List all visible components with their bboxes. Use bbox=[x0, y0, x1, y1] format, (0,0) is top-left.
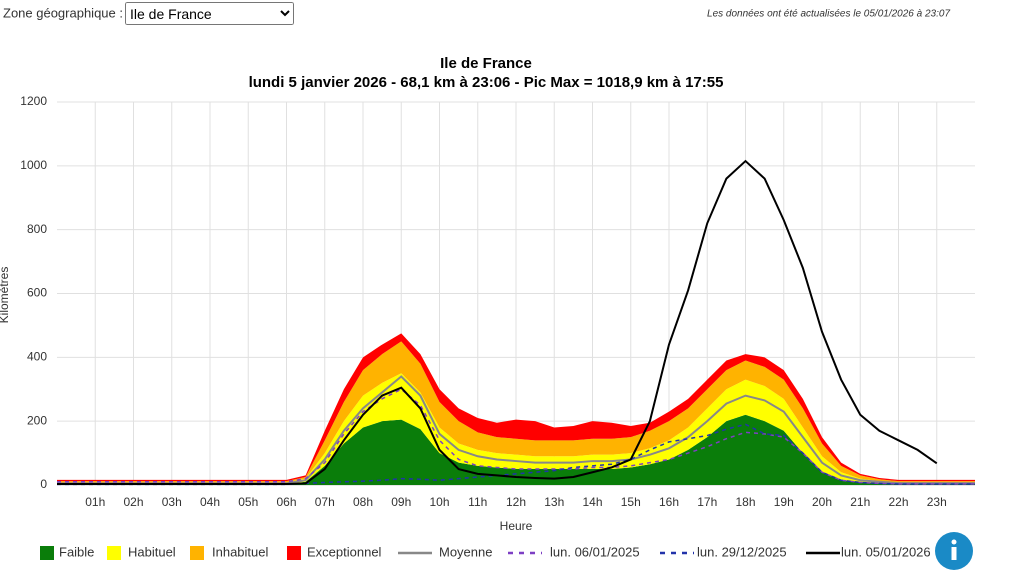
y-tick-label: 1000 bbox=[20, 158, 47, 172]
x-tick-label: 05h bbox=[238, 495, 258, 509]
legend-label: Exceptionnel bbox=[307, 544, 382, 559]
zone-select[interactable]: Ile de France bbox=[125, 2, 294, 25]
legend-label: lun. 06/01/2025 bbox=[550, 544, 640, 559]
chart-subtitle: lundi 5 janvier 2026 - 68,1 km à 23:06 -… bbox=[249, 74, 724, 91]
info-stem[interactable] bbox=[951, 547, 957, 560]
x-tick-label: 09h bbox=[391, 495, 411, 509]
y-tick-label: 0 bbox=[40, 477, 47, 491]
legend-label: Habituel bbox=[128, 544, 176, 559]
info-button[interactable] bbox=[935, 532, 973, 570]
legend-label: lun. 05/01/2026 bbox=[841, 544, 931, 559]
x-tick-label: 20h bbox=[812, 495, 832, 509]
line bbox=[57, 159, 938, 486]
legend-label: Faible bbox=[59, 544, 94, 559]
x-tick-label: 03h bbox=[162, 495, 182, 509]
x-axis-label: Heure bbox=[500, 519, 533, 533]
y-tick-label: 200 bbox=[27, 413, 47, 427]
x-tick-label: 11h bbox=[468, 495, 487, 509]
x-tick-label: 22h bbox=[888, 495, 908, 509]
y-axis-label: Kilomètres bbox=[0, 267, 11, 324]
legend-swatch bbox=[40, 546, 54, 560]
area bbox=[57, 373, 975, 485]
x-tick-label: 08h bbox=[353, 495, 373, 509]
chart-title: Ile de France bbox=[440, 55, 532, 72]
update-note: Les données ont été actualisées le 05/01… bbox=[707, 9, 950, 20]
x-tick-label: 07h bbox=[315, 495, 335, 509]
x-tick-label: 19h bbox=[774, 495, 794, 509]
legend-label: Inhabituel bbox=[212, 544, 268, 559]
legend-label: lun. 29/12/2025 bbox=[697, 544, 787, 559]
legend-swatch bbox=[107, 546, 121, 560]
x-tick-label: 10h bbox=[429, 495, 449, 509]
x-tick-label: 17h bbox=[697, 495, 717, 509]
area bbox=[57, 341, 975, 483]
legend-swatch bbox=[190, 546, 204, 560]
y-tick-label: 1200 bbox=[20, 94, 47, 108]
line bbox=[57, 388, 975, 485]
zone-label: Zone géographique : bbox=[3, 5, 123, 20]
x-tick-label: 23h bbox=[927, 495, 947, 509]
x-tick-label: 06h bbox=[276, 495, 296, 509]
x-tick-label: 12h bbox=[506, 495, 526, 509]
x-tick-label: 16h bbox=[659, 495, 679, 509]
x-tick-label: 14h bbox=[582, 495, 602, 509]
area bbox=[57, 414, 975, 485]
y-tick-label: 600 bbox=[27, 286, 47, 300]
x-tick-label: 01h bbox=[85, 495, 105, 509]
info-dot[interactable] bbox=[951, 539, 957, 545]
legend-label: Moyenne bbox=[439, 544, 492, 559]
x-tick-label: 02h bbox=[123, 495, 143, 509]
x-tick-label: 13h bbox=[544, 495, 564, 509]
x-tick-label: 21h bbox=[850, 495, 870, 509]
x-tick-label: 04h bbox=[200, 495, 220, 509]
y-tick-label: 400 bbox=[27, 350, 47, 364]
y-tick-label: 800 bbox=[27, 222, 47, 236]
x-tick-label: 15h bbox=[621, 495, 641, 509]
x-tick-label: 18h bbox=[735, 495, 755, 509]
legend-swatch bbox=[287, 546, 301, 560]
